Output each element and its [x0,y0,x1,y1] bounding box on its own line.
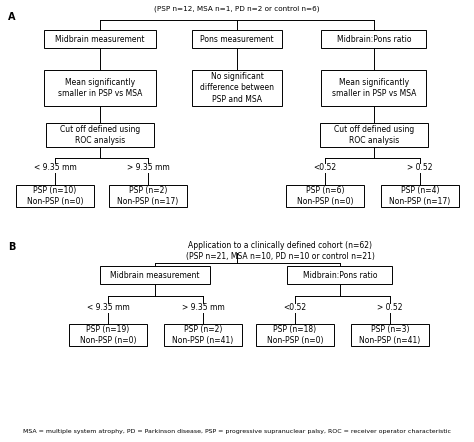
Text: PSP (n=19)
Non-PSP (n=0): PSP (n=19) Non-PSP (n=0) [80,325,136,345]
Text: < 9.35 mm: < 9.35 mm [34,164,76,172]
Text: PSP (n=10)
Non-PSP (n=0): PSP (n=10) Non-PSP (n=0) [27,186,83,206]
Text: MSA = multiple system atrophy, PD = Parkinson disease, PSP = progressive supranu: MSA = multiple system atrophy, PD = Park… [23,429,451,434]
Text: > 9.35 mm: > 9.35 mm [127,164,169,172]
Text: <0.52: <0.52 [313,164,337,172]
Text: PSP (n=4)
Non-PSP (n=17): PSP (n=4) Non-PSP (n=17) [389,186,451,206]
Text: PSP (n=18)
Non-PSP (n=0): PSP (n=18) Non-PSP (n=0) [267,325,323,345]
FancyBboxPatch shape [44,30,156,48]
FancyBboxPatch shape [192,70,282,106]
Text: PSP (n=6)
Non-PSP (n=0): PSP (n=6) Non-PSP (n=0) [297,186,353,206]
FancyBboxPatch shape [286,185,364,207]
Text: > 0.52: > 0.52 [377,304,403,312]
FancyBboxPatch shape [46,123,154,147]
FancyBboxPatch shape [100,266,210,284]
Text: Application to a clinically defined cohort (n=62): Application to a clinically defined coho… [188,241,372,250]
Text: PSP (n=3)
Non-PSP (n=41): PSP (n=3) Non-PSP (n=41) [359,325,420,345]
Text: A: A [8,12,16,22]
FancyBboxPatch shape [192,30,282,48]
Text: Midbrain measurement: Midbrain measurement [55,34,145,43]
FancyBboxPatch shape [321,70,427,106]
Text: > 0.52: > 0.52 [407,164,433,172]
Text: (PSP n=21, MSA n=10, PD n=10 or control n=21): (PSP n=21, MSA n=10, PD n=10 or control … [185,252,374,261]
Text: (PSP n=12, MSA n=1, PD n=2 or control n=6): (PSP n=12, MSA n=1, PD n=2 or control n=… [154,5,320,11]
Text: Mean significantly
smaller in PSP vs MSA: Mean significantly smaller in PSP vs MSA [58,78,142,98]
Text: Mean significantly
smaller in PSP vs MSA: Mean significantly smaller in PSP vs MSA [332,78,416,98]
Text: Midbrain:Pons ratio: Midbrain:Pons ratio [337,34,411,43]
Text: Midbrain:Pons ratio: Midbrain:Pons ratio [303,271,377,279]
FancyBboxPatch shape [44,70,156,106]
FancyBboxPatch shape [381,185,459,207]
Text: No significant
difference between
PSP and MSA: No significant difference between PSP an… [200,72,274,103]
FancyBboxPatch shape [69,324,147,346]
FancyBboxPatch shape [351,324,429,346]
Text: Midbrain measurement: Midbrain measurement [110,271,200,279]
Text: <0.52: <0.52 [283,304,307,312]
FancyBboxPatch shape [320,123,428,147]
FancyBboxPatch shape [164,324,242,346]
FancyBboxPatch shape [288,266,392,284]
FancyBboxPatch shape [256,324,334,346]
FancyBboxPatch shape [16,185,94,207]
Text: Cut off defined using
ROC analysis: Cut off defined using ROC analysis [334,125,414,145]
FancyBboxPatch shape [109,185,187,207]
Text: B: B [8,242,15,252]
Text: PSP (n=2)
Non-PSP (n=41): PSP (n=2) Non-PSP (n=41) [173,325,234,345]
Text: Pons measurement: Pons measurement [200,34,274,43]
Text: > 9.35 mm: > 9.35 mm [182,304,224,312]
FancyBboxPatch shape [321,30,427,48]
Text: Cut off defined using
ROC analysis: Cut off defined using ROC analysis [60,125,140,145]
Text: PSP (n=2)
Non-PSP (n=17): PSP (n=2) Non-PSP (n=17) [118,186,179,206]
Text: < 9.35 mm: < 9.35 mm [87,304,129,312]
